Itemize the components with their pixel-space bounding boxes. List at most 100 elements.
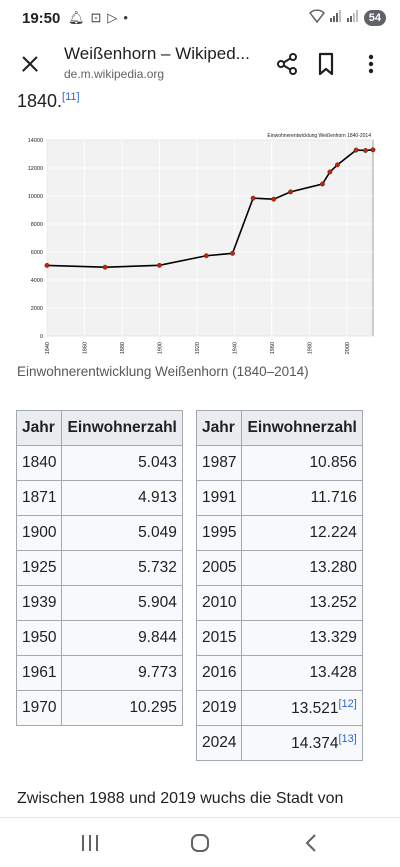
year-cell: 1939	[15, 585, 63, 621]
plot-area	[46, 139, 374, 337]
population-value: 12.224	[309, 524, 357, 541]
x-tick-label: 1860	[82, 342, 88, 354]
year-cell: 1995	[195, 515, 243, 551]
bookmark-icon[interactable]	[312, 50, 340, 78]
population-value: 13.252	[309, 594, 357, 611]
table-row: 1991 11.716	[195, 480, 363, 516]
reference-link[interactable]: [13]	[338, 732, 357, 745]
play-store-icon: ▷	[107, 10, 118, 25]
population-cell: 11.716	[241, 480, 363, 516]
data-point	[327, 169, 333, 175]
home-icon[interactable]	[188, 832, 212, 854]
table-row: 1995 12.224	[195, 515, 363, 551]
table-row: 1925 5.732	[15, 550, 183, 586]
table-row: 2010 13.252	[195, 585, 363, 621]
bell-icon: 🔔︎	[68, 10, 85, 25]
year-cell: 1925	[15, 550, 63, 586]
table-row: 1900 5.049	[15, 515, 183, 551]
table-row: 1987 10.856	[195, 445, 363, 481]
data-point	[288, 189, 294, 195]
table-row: 2019 13.521[12]	[195, 690, 363, 726]
wifi-icon	[308, 9, 325, 26]
year-cell: 1991	[195, 480, 243, 516]
back-icon[interactable]	[300, 832, 324, 854]
population-cell: 4.913	[61, 480, 183, 516]
page-url: de.m.wikipedia.org	[64, 67, 165, 81]
data-point	[370, 147, 376, 153]
year-cell: 1961	[15, 655, 63, 691]
population-value: 5.904	[138, 594, 177, 611]
y-tick-label: 6000	[31, 250, 43, 256]
population-value: 9.773	[138, 664, 177, 681]
data-point	[250, 195, 256, 201]
population-cell: 10.295	[61, 690, 183, 726]
x-tick-label: 1960	[270, 342, 276, 354]
column-header-year: Jahr	[15, 410, 63, 446]
table-row: 2005 13.280	[195, 550, 363, 586]
population-cell: 12.224	[241, 515, 363, 551]
x-tick-label: 2000	[345, 342, 351, 354]
y-tick-label: 10000	[28, 194, 43, 200]
year-cell: 2005	[195, 550, 243, 586]
population-cell: 5.732	[61, 550, 183, 586]
status-time: 19:50	[22, 10, 61, 27]
system-nav-bar	[0, 817, 400, 867]
population-value: 5.049	[138, 524, 177, 541]
population-chart[interactable]: 0 2000 4000 6000 8000 10000 12000 14000 1840 186…	[17, 128, 385, 368]
year-cell: 1987	[195, 445, 243, 481]
year-cell: 2019	[195, 690, 243, 726]
share-icon[interactable]	[273, 50, 301, 78]
browser-toolbar: Weißenhorn – Wikiped... de.m.wikipedia.o…	[0, 38, 400, 90]
table-row: 2016 13.428	[195, 655, 363, 691]
data-point	[363, 148, 368, 153]
population-value: 4.913	[138, 489, 177, 506]
system-icons: 54	[308, 9, 386, 26]
dot-icon: •	[123, 10, 128, 25]
table-row: 1950 9.844	[15, 620, 183, 656]
population-value: 10.856	[309, 454, 357, 471]
data-point	[230, 250, 235, 256]
signal-icon-1	[329, 10, 342, 25]
population-value: 5.732	[138, 559, 177, 576]
reference-link[interactable]: [11]	[62, 91, 80, 103]
population-value: 11.716	[310, 489, 357, 506]
population-value: 13.280	[309, 559, 357, 576]
x-tick-label: 1980	[307, 342, 313, 354]
chart-title: Einwohnerentwicklung Weißenhorn 1840-201…	[267, 133, 371, 139]
population-cell: 13.521[12]	[241, 690, 363, 726]
series-line	[46, 149, 374, 269]
notification-icons: 🔔︎ ⊡ ▷ •	[68, 11, 128, 25]
y-tick-label: 8000	[31, 222, 43, 228]
population-cell: 13.280	[241, 550, 363, 586]
x-tick-label: 1920	[195, 342, 201, 354]
year-cell: 1970	[15, 690, 63, 726]
x-tick-label: 1940	[232, 342, 238, 354]
intro-text: 1840.[11]	[17, 91, 80, 112]
year-cell: 1840	[15, 445, 63, 481]
population-cell: 13.428	[241, 655, 363, 691]
y-tick-label: 0	[40, 334, 43, 340]
more-vert-icon[interactable]	[357, 50, 385, 78]
population-cell: 9.773	[61, 655, 183, 691]
intro-sentence-end: 1840.	[17, 91, 63, 111]
population-value: 13.329	[309, 629, 357, 646]
table-row: 2024 14.374[13]	[195, 725, 363, 761]
table-row: 1871 4.913	[15, 480, 183, 516]
population-cell: 13.329	[241, 620, 363, 656]
reference-link[interactable]: [12]	[338, 697, 357, 710]
population-cell: 5.904	[61, 585, 183, 621]
column-header-population: Einwohnerzahl	[241, 410, 363, 446]
y-tick-label: 4000	[31, 278, 43, 284]
table-row: 1840 5.043	[15, 445, 183, 481]
population-table-right: Jahr Einwohnerzahl 1987 10.856 1991 11.716 1…	[195, 410, 363, 761]
population-cell: 10.856	[241, 445, 363, 481]
recent-apps-icon[interactable]	[78, 832, 102, 854]
population-value: 13.521	[291, 700, 339, 718]
table-row: 1939 5.904	[15, 585, 183, 621]
data-point	[102, 264, 108, 270]
close-icon[interactable]	[16, 50, 44, 78]
data-point	[271, 196, 277, 202]
population-value: 10.295	[129, 699, 177, 716]
population-value: 14.374	[291, 735, 339, 753]
population-cell: 14.374[13]	[241, 725, 363, 761]
